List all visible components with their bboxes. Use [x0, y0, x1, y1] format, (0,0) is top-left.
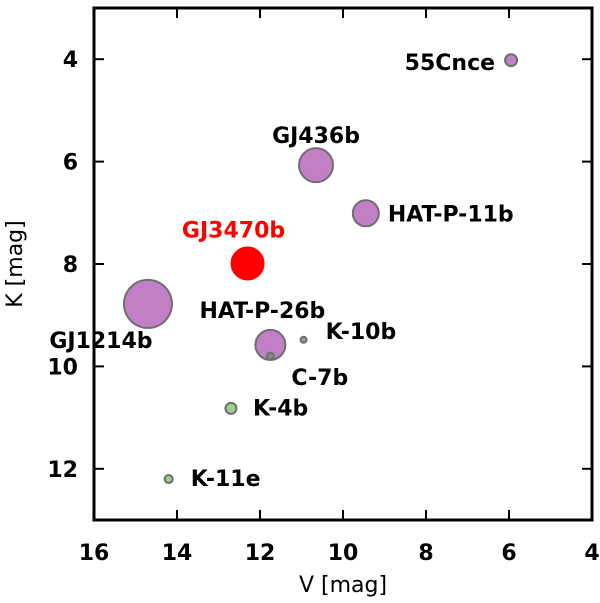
y-tick-label: 10	[47, 355, 78, 380]
point-label: GJ436b	[272, 124, 360, 149]
x-tick-label: 16	[79, 541, 110, 566]
point-label: C-7b	[291, 366, 348, 391]
y-tick-label: 8	[63, 253, 78, 278]
point-label: GJ3470b	[182, 218, 285, 243]
x-tick-label: 8	[418, 541, 433, 566]
point-label: HAT-P-26b	[199, 299, 325, 324]
y-tick-label: 6	[63, 151, 78, 176]
ticks-layer: 16 14 12 10 8 6 4 4 6 8 10 12	[47, 8, 600, 566]
data-point	[351, 199, 380, 228]
y-axis-title: K [mag]	[3, 220, 28, 307]
x-tick-label: 4	[584, 541, 599, 566]
point-label: HAT-P-11b	[388, 202, 514, 227]
data-point	[299, 335, 308, 344]
x-axis-title: V [mag]	[299, 573, 387, 598]
data-point	[230, 246, 265, 281]
labels-layer: 55Cnce GJ436b HAT-P-11b GJ3470b HAT-P-26b GJ1…	[49, 51, 513, 492]
y-tick-label: 12	[47, 458, 78, 483]
x-tick-label: 10	[328, 541, 359, 566]
x-tick-label: 6	[501, 541, 516, 566]
x-tick-label: 12	[245, 541, 276, 566]
x-tick-label: 14	[162, 541, 193, 566]
data-point	[504, 53, 519, 68]
point-label: 55Cnce	[405, 51, 495, 76]
data-point	[163, 474, 174, 485]
y-tick-label: 4	[63, 48, 78, 73]
point-label: K-4b	[253, 396, 308, 421]
point-label: GJ1214b	[49, 329, 152, 354]
points-layer	[122, 53, 519, 485]
point-label: K-10b	[326, 320, 397, 345]
data-point	[298, 147, 335, 184]
data-point	[224, 401, 238, 415]
data-point	[122, 278, 173, 329]
point-label: K-11e	[191, 467, 261, 492]
plot-frame	[92, 6, 594, 522]
data-point	[265, 351, 275, 361]
